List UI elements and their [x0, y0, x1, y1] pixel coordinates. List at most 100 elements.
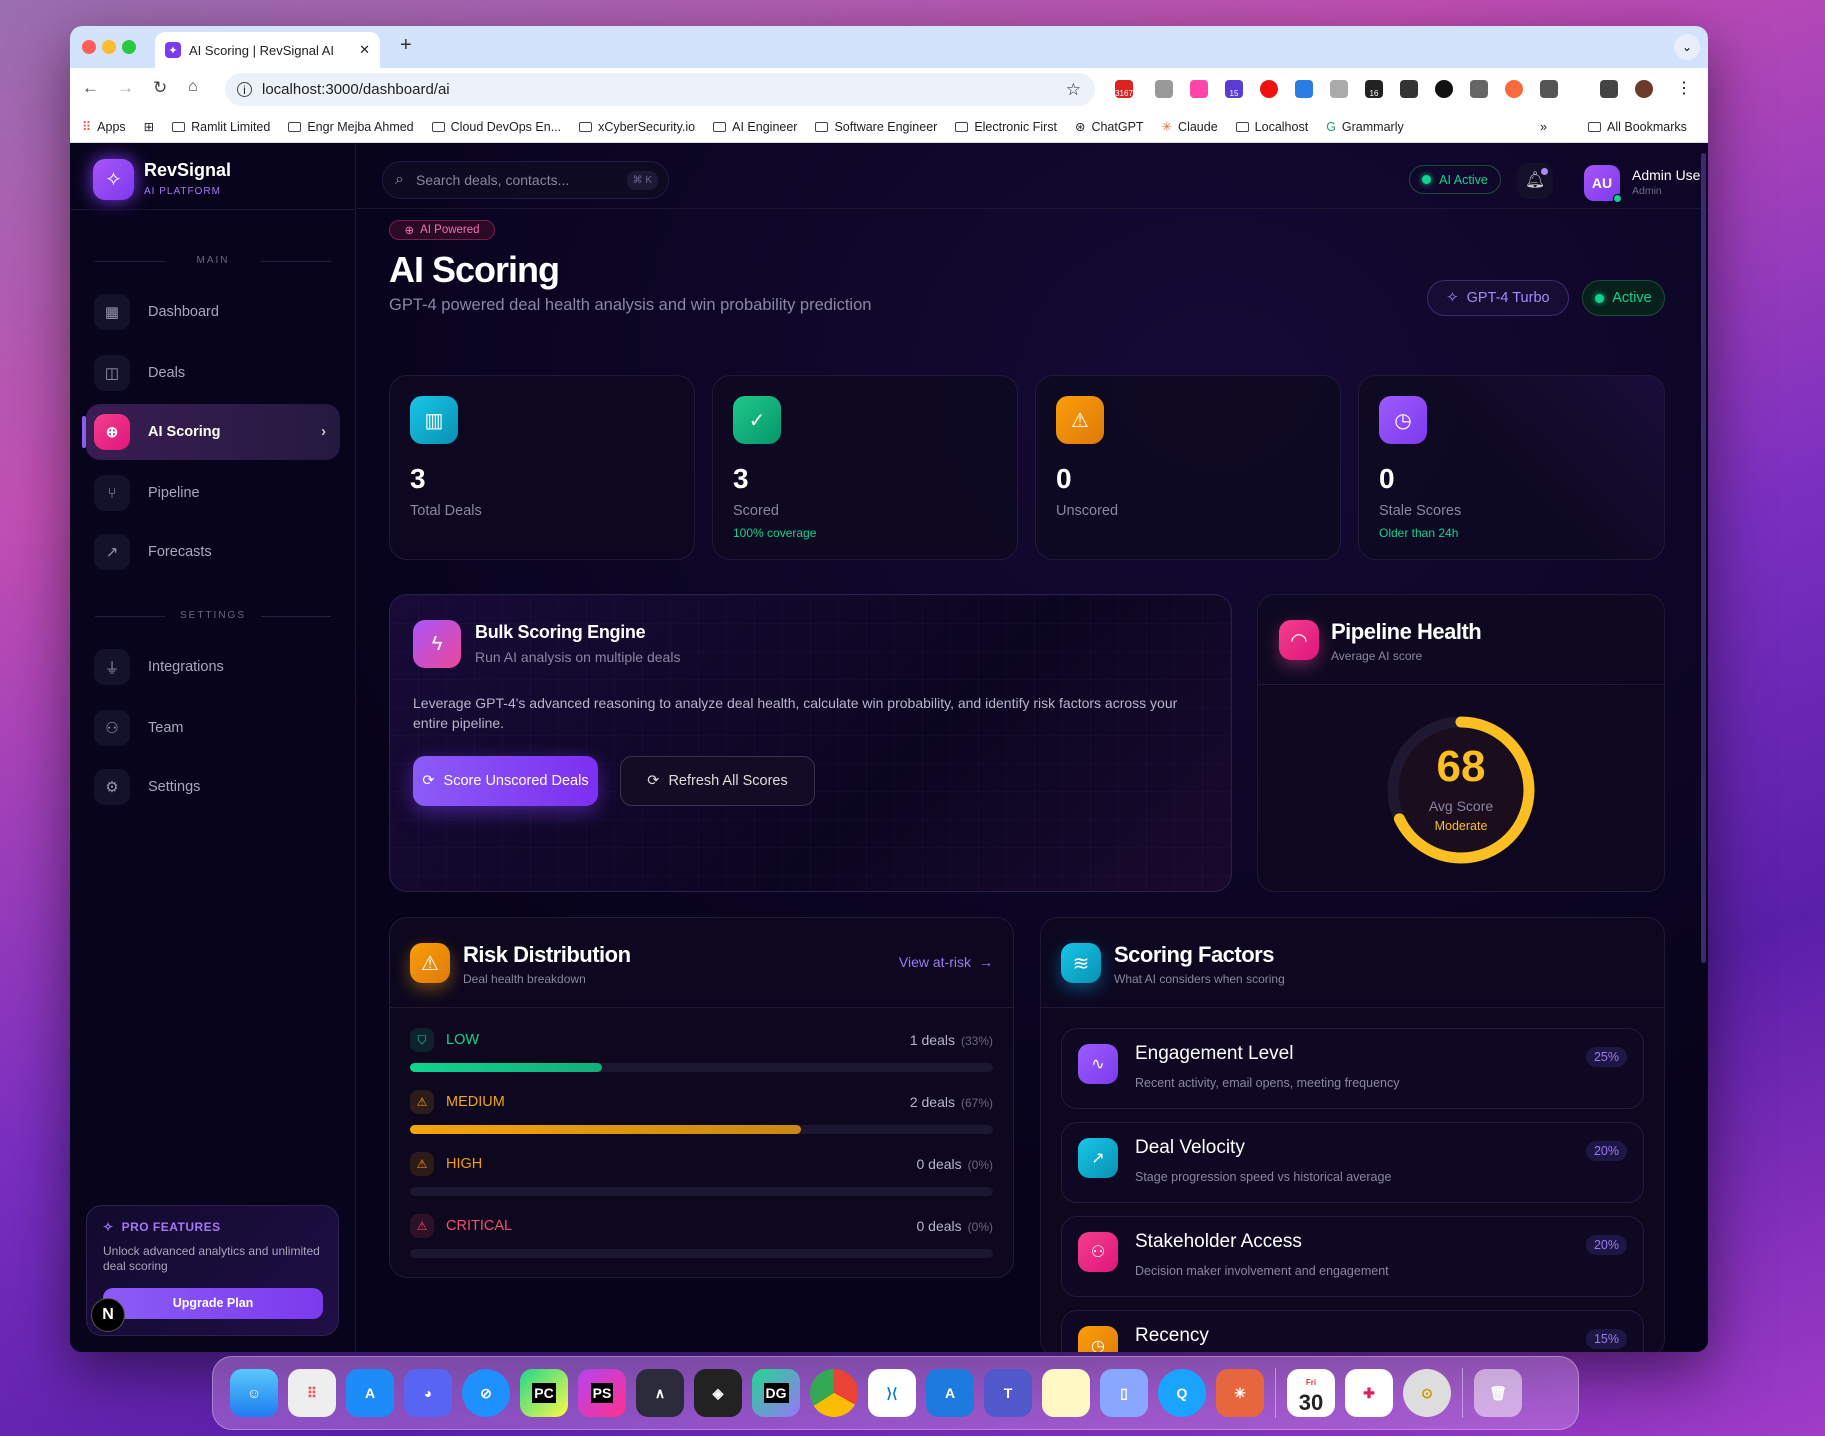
finder-icon[interactable]: ☺: [230, 1369, 278, 1417]
extensions-puzzle-icon[interactable]: [1540, 80, 1558, 98]
minimize-window-button[interactable]: [102, 40, 116, 54]
browser-tab[interactable]: ✦ AI Scoring | RevSignal AI ✕: [155, 32, 380, 68]
bookmark-star-icon[interactable]: ☆: [1065, 79, 1081, 99]
site-info-icon[interactable]: i: [237, 82, 252, 97]
calendar-extension-icon[interactable]: 3167: [1115, 80, 1133, 98]
sidebar-item-deals[interactable]: ◫ Deals: [86, 345, 340, 401]
close-window-button[interactable]: [82, 40, 96, 54]
extension-icon[interactable]: [1470, 80, 1488, 98]
app-store-icon[interactable]: A: [346, 1369, 394, 1417]
bookmark-folder[interactable]: Cloud DevOps En...: [431, 120, 561, 134]
maximize-window-button[interactable]: [122, 40, 136, 54]
bookmark-folder[interactable]: xCyberSecurity.io: [579, 120, 695, 134]
reload-icon[interactable]: ↻: [153, 78, 168, 97]
sidebar-item-settings[interactable]: ⚙ Settings: [86, 759, 340, 815]
sidebar-item-pipeline[interactable]: ⑂ Pipeline: [86, 465, 340, 521]
notifications-bell-icon[interactable]: 🔔︎: [1517, 163, 1553, 199]
user-role: Admin: [1632, 185, 1662, 197]
risk-level-high: ⚠ HIGH: [410, 1152, 482, 1176]
scrollbar[interactable]: [1701, 153, 1706, 963]
bookmark-chatgpt[interactable]: ⊛ ChatGPT: [1074, 119, 1144, 135]
score-unscored-deals-button[interactable]: ⟳ Score Unscored Deals: [413, 756, 598, 806]
layers-icon: ≋: [1061, 943, 1101, 983]
bookmarks-overflow-button[interactable]: »: [1540, 119, 1547, 134]
datagrip-icon[interactable]: DG: [752, 1369, 800, 1417]
vscode-icon[interactable]: ⟩⟨: [868, 1369, 916, 1417]
claude-extension-icon[interactable]: [1505, 80, 1523, 98]
camera-extension-icon[interactable]: [1155, 80, 1173, 98]
sidebar-item-ai-scoring[interactable]: ⊕ AI Scoring ›: [82, 404, 340, 460]
tab-groups-icon[interactable]: ⊞: [143, 120, 155, 134]
upgrade-plan-button[interactable]: Upgrade Plan: [103, 1288, 323, 1319]
weight-badge: 25%: [1585, 1047, 1627, 1067]
folder-icon: [579, 121, 593, 132]
all-bookmarks[interactable]: All Bookmarks: [1588, 120, 1687, 134]
code-extension-icon[interactable]: [1330, 80, 1348, 98]
new-tab-button[interactable]: +: [400, 34, 412, 56]
stat-value: 3: [733, 463, 749, 494]
extension-icon[interactable]: [1400, 80, 1418, 98]
home-icon[interactable]: ⌂: [188, 78, 198, 95]
sidebar-item-team[interactable]: ⚇ Team: [86, 700, 340, 756]
discord-icon[interactable]: ◕: [404, 1369, 452, 1417]
quicktime-icon[interactable]: Q: [1158, 1369, 1206, 1417]
brain-icon: ⊕: [94, 414, 130, 450]
keychain-icon[interactable]: ⊙: [1403, 1369, 1451, 1417]
teams-icon[interactable]: T: [984, 1369, 1032, 1417]
extension-icon[interactable]: [1435, 80, 1453, 98]
bookmark-folder[interactable]: Software Engineer: [815, 120, 937, 134]
launchpad-icon[interactable]: ⠿: [288, 1369, 336, 1417]
avatar[interactable]: AU: [1584, 165, 1620, 201]
sidebar-item-dashboard[interactable]: ▦ Dashboard: [86, 284, 340, 340]
pycharm-icon[interactable]: PC: [520, 1369, 568, 1417]
claude-icon[interactable]: ✳: [1216, 1369, 1264, 1417]
nextjs-devtools-badge[interactable]: N: [91, 1298, 125, 1332]
risk-level-medium: ⚠ MEDIUM: [410, 1090, 505, 1114]
active-status-badge: Active: [1582, 280, 1665, 316]
close-tab-icon[interactable]: ✕: [359, 42, 370, 57]
pro-features-text: Unlock advanced analytics and unlimited …: [103, 1244, 320, 1273]
opera-extension-icon[interactable]: [1260, 80, 1278, 98]
factor-item: ◷ Recency 15%: [1061, 1310, 1644, 1352]
trash-icon[interactable]: 🗑︎: [1474, 1369, 1522, 1417]
bookmark-folder[interactable]: AI Engineer: [713, 120, 797, 134]
sidebar-item-forecasts[interactable]: ↗ Forecasts: [86, 524, 340, 580]
safari-icon[interactable]: ⊘: [462, 1369, 510, 1417]
refresh-all-scores-button[interactable]: ⟳ Refresh All Scores: [620, 756, 815, 806]
forward-icon[interactable]: →: [117, 78, 134, 97]
risk-bar-fill: [410, 1125, 801, 1134]
browser-menu-icon[interactable]: ⋮: [1676, 80, 1692, 97]
calendar-icon[interactable]: Fri 30: [1287, 1369, 1335, 1417]
bookmark-folder[interactable]: Engr Mejba Ahmed: [288, 120, 414, 134]
xcode-icon[interactable]: A: [926, 1369, 974, 1417]
folder-icon: [955, 121, 969, 132]
bookmark-folder[interactable]: Ramlit Limited: [172, 120, 270, 134]
bookmark-grammarly[interactable]: G Grammarly: [1326, 119, 1404, 134]
extension-icon[interactable]: [1295, 80, 1313, 98]
tab-search-chevron-icon[interactable]: ⌄: [1674, 34, 1700, 60]
reading-list-icon[interactable]: [1600, 80, 1618, 98]
search-input[interactable]: ⌕ Search deals, contacts... ⌘ K: [382, 161, 669, 199]
extension-icon[interactable]: 15: [1225, 80, 1243, 98]
back-icon[interactable]: ←: [82, 78, 99, 97]
sidebar-item-integrations[interactable]: ⏚ Integrations: [86, 639, 340, 695]
arc-icon[interactable]: ∧: [636, 1369, 684, 1417]
profile-avatar[interactable]: [1635, 80, 1653, 98]
phpstorm-icon[interactable]: PS: [578, 1369, 626, 1417]
slack-icon[interactable]: ✚: [1345, 1369, 1393, 1417]
unity-icon[interactable]: ◈: [694, 1369, 742, 1417]
chrome-icon[interactable]: [810, 1369, 858, 1417]
search-icon: ⌕: [395, 171, 404, 188]
address-bar[interactable]: i localhost:3000/dashboard/ai ☆: [225, 73, 1095, 106]
bookmark-apps[interactable]: ⠿ Apps: [82, 119, 126, 135]
page-subtitle: GPT-4 powered deal health analysis and w…: [389, 296, 872, 314]
notes-icon[interactable]: [1042, 1369, 1090, 1417]
bookmark-claude[interactable]: ✳ Claude: [1161, 119, 1218, 135]
extension-icon[interactable]: [1190, 80, 1208, 98]
view-at-risk-link[interactable]: View at-risk →: [898, 954, 993, 970]
bookmark-folder[interactable]: Electronic First: [955, 120, 1057, 134]
stat-label: Total Deals: [410, 503, 482, 519]
bookmark-folder[interactable]: Localhost: [1235, 120, 1308, 134]
extension-icon[interactable]: 16: [1365, 80, 1383, 98]
simulator-icon[interactable]: ▯: [1100, 1369, 1148, 1417]
